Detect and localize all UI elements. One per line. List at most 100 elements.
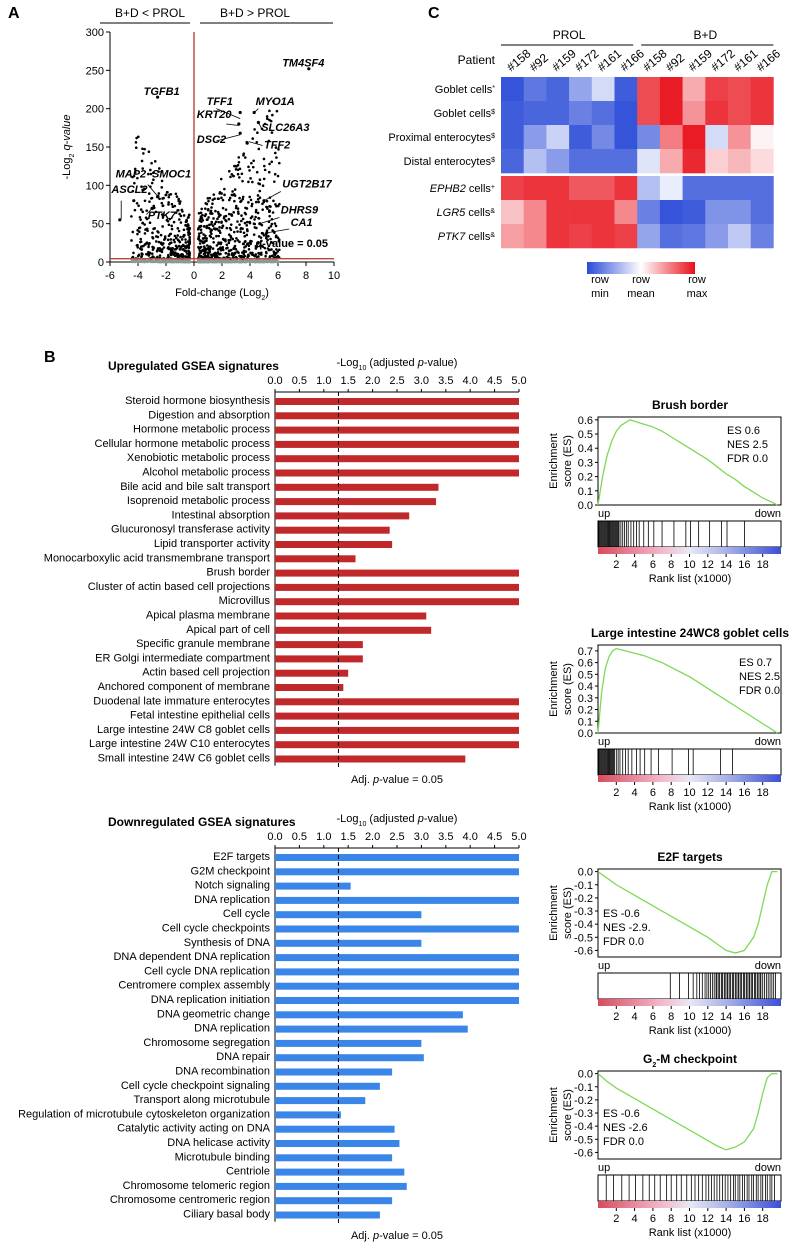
volcano-point xyxy=(180,238,184,241)
volcano-point xyxy=(147,245,150,249)
volcano-point xyxy=(236,239,240,242)
volcano-point xyxy=(149,197,153,200)
volcano-point xyxy=(247,247,251,251)
volcano-point xyxy=(248,169,251,172)
volcano-point xyxy=(167,234,171,238)
volcano-point xyxy=(168,193,171,197)
volcano-point xyxy=(187,224,190,227)
heatmap-cell xyxy=(705,149,729,174)
legend-min-label: row xyxy=(591,274,609,286)
volcano-point xyxy=(162,246,166,249)
gsea-e2f-es-curve xyxy=(597,870,778,954)
heatmap-cell xyxy=(591,224,615,249)
volcano-point xyxy=(257,147,261,151)
volcano-point xyxy=(236,172,240,176)
down-bars-x-tick-label: 4.5 xyxy=(487,831,502,843)
up-bars-x-tick-label: 1.5 xyxy=(341,375,356,387)
volcano-point xyxy=(236,220,239,223)
volcano-point xyxy=(207,226,211,230)
heatmap-cell xyxy=(546,77,570,102)
volcano-point xyxy=(242,249,246,253)
up-bars-bar xyxy=(275,426,519,434)
volcano-point xyxy=(264,254,267,258)
volcano-point xyxy=(210,253,213,257)
down-bars-bar xyxy=(275,1168,405,1176)
volcano-point xyxy=(254,200,258,204)
volcano-point xyxy=(272,250,276,253)
volcano-point xyxy=(243,246,246,249)
gsea-e2f-rank-strip xyxy=(598,999,781,1006)
gsea-goblet-y-label: score (ES) xyxy=(562,663,574,715)
gsea-brush-x-tick-label: 10 xyxy=(683,559,695,571)
volcano-point xyxy=(233,194,237,197)
volcano-point xyxy=(141,210,145,214)
gsea-g2m-stat: NES -2.6 xyxy=(603,1122,648,1134)
heatmap-cell xyxy=(705,176,729,201)
heatmap-cell xyxy=(523,125,547,150)
gsea-goblet-stat: FDR 0.0 xyxy=(739,685,780,697)
heatmap-cell xyxy=(569,77,593,102)
volcano-point xyxy=(270,254,274,258)
volcano-point xyxy=(216,197,220,201)
gsea-e2f-stat: NES -2.9. xyxy=(603,922,651,934)
up-bars-category-label: Isoprenoid metabolic process xyxy=(127,495,271,507)
volcano-point xyxy=(188,236,191,239)
volcano-point xyxy=(210,222,213,226)
volcano-point xyxy=(145,217,149,221)
gsea-e2f-x-tick-label: 14 xyxy=(720,1011,732,1023)
volcano-point xyxy=(223,193,226,197)
volcano-point xyxy=(229,260,233,263)
volcano-point xyxy=(184,246,188,250)
down-bars-category-label: DNA geometric change xyxy=(157,1008,270,1020)
volcano-point xyxy=(278,161,281,165)
heatmap-cell xyxy=(546,176,570,201)
volcano-point xyxy=(154,210,158,214)
volcano-point xyxy=(265,260,269,264)
volcano-point xyxy=(182,259,186,263)
heatmap-cell xyxy=(501,77,524,102)
volcano-point xyxy=(164,193,168,197)
heatmap-group-prol: PROL xyxy=(553,28,586,42)
volcano-point xyxy=(157,167,161,170)
volcano-point xyxy=(221,198,225,202)
down-bars-x-tick-label: 2.0 xyxy=(365,831,380,843)
up-bars-bar xyxy=(275,741,519,749)
volcano-x-tick-label: 4 xyxy=(247,270,253,282)
volcano-point xyxy=(261,202,264,206)
heatmap-cell xyxy=(705,125,729,150)
heatmap-cell xyxy=(728,176,751,201)
up-bars-category-label: ER Golgi intermediate compartment xyxy=(95,652,270,664)
volcano-gene-label: ASCL2 xyxy=(110,184,147,196)
volcano-point xyxy=(137,253,141,257)
volcano-point xyxy=(210,212,214,215)
volcano-point xyxy=(255,140,259,144)
volcano-point xyxy=(160,248,163,252)
gsea-goblet-y-tick-label: 0.5 xyxy=(578,669,593,681)
gsea-goblet-y-tick-label: 0.1 xyxy=(578,716,593,728)
volcano-point xyxy=(162,260,165,264)
volcano-point xyxy=(181,248,184,251)
volcano-point xyxy=(246,242,250,245)
gsea-brush-x-tick-label: 4 xyxy=(632,559,638,571)
heatmap-cell xyxy=(569,176,593,201)
volcano-point xyxy=(256,131,259,134)
volcano-point xyxy=(258,196,262,199)
volcano-point xyxy=(179,214,183,218)
volcano-point xyxy=(258,189,262,193)
gsea-g2m-x-tick-label: 12 xyxy=(702,1213,714,1225)
volcano-point xyxy=(273,180,276,183)
volcano-point xyxy=(140,185,143,188)
volcano-leader-line xyxy=(248,141,263,146)
down-bars-category-label: Cell cycle checkpoints xyxy=(162,923,271,935)
down-bars-category-label: Catalytic activity acting on DNA xyxy=(117,1123,270,1135)
heatmap-cell xyxy=(750,224,774,249)
gsea-goblet-y-label: Enrichment xyxy=(548,661,560,717)
volcano-point xyxy=(201,237,205,240)
up-bars-category-label: Apical plasma membrane xyxy=(146,610,270,622)
volcano-point xyxy=(239,230,242,234)
volcano-point xyxy=(268,210,271,214)
volcano-leader-line xyxy=(147,184,158,197)
volcano-point xyxy=(253,218,256,221)
heatmap-legend-bar xyxy=(587,262,695,274)
